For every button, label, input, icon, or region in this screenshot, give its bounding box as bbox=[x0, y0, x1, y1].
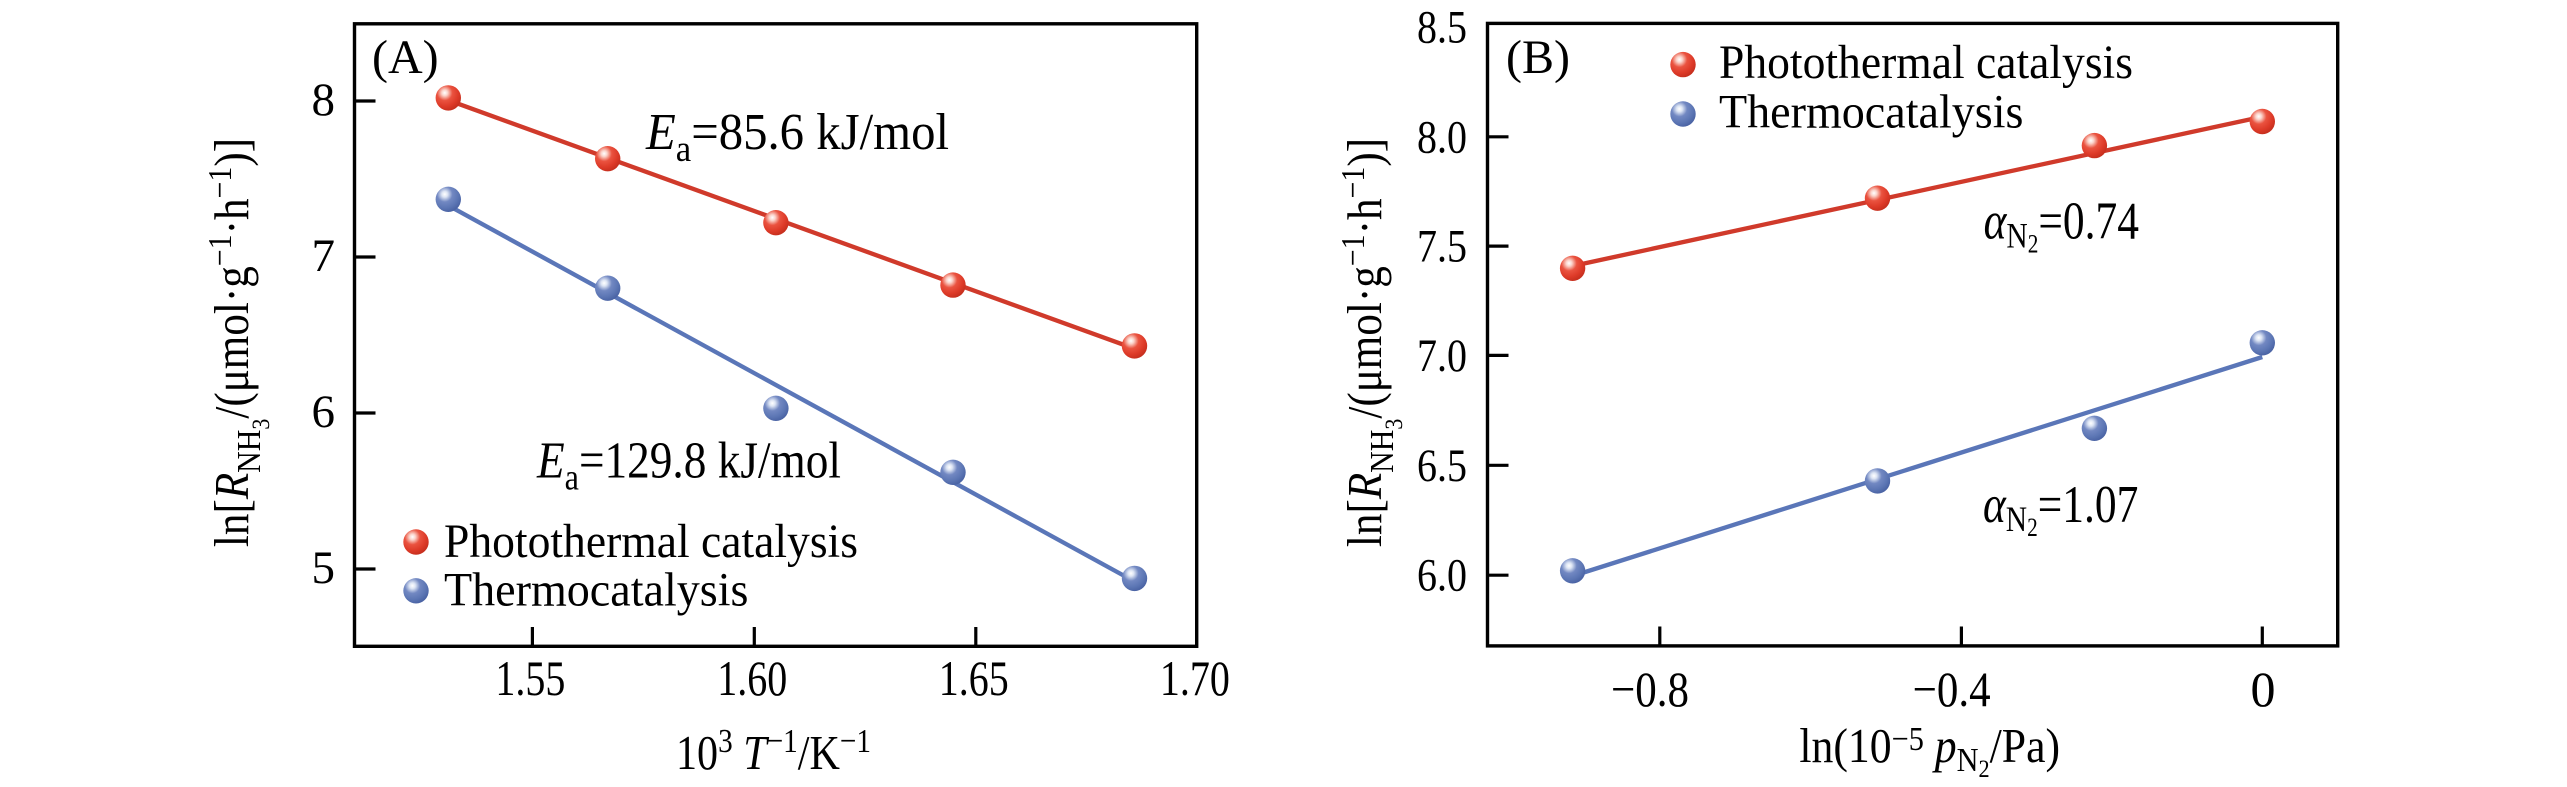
svg-text:Photothermal catalysis: Photothermal catalysis bbox=[1719, 36, 2133, 89]
svg-text:1.65: 1.65 bbox=[939, 650, 1009, 706]
svg-text:Photothermal catalysis: Photothermal catalysis bbox=[444, 515, 858, 568]
svg-text:103 T−1/K−1: 103 T−1/K−1 bbox=[676, 722, 871, 780]
svg-text:6: 6 bbox=[312, 386, 336, 438]
svg-text:0: 0 bbox=[2251, 661, 2276, 717]
svg-text:αN2=0.74: αN2=0.74 bbox=[1984, 193, 2139, 259]
svg-text:Thermocatalysis: Thermocatalysis bbox=[1719, 86, 2023, 139]
svg-text:8.5: 8.5 bbox=[1417, 2, 1467, 54]
svg-text:ln(10−5 pN2/Pa): ln(10−5 pN2/Pa) bbox=[1799, 719, 2060, 783]
svg-text:1.55: 1.55 bbox=[495, 650, 565, 706]
svg-text:7.5: 7.5 bbox=[1417, 221, 1467, 273]
svg-text:8.0: 8.0 bbox=[1417, 111, 1467, 163]
svg-text:αN2=1.07: αN2=1.07 bbox=[1983, 476, 2138, 542]
svg-text:Thermocatalysis: Thermocatalysis bbox=[444, 564, 748, 617]
svg-text:6.0: 6.0 bbox=[1417, 550, 1467, 602]
svg-text:−0.8: −0.8 bbox=[1611, 661, 1689, 717]
svg-text:8: 8 bbox=[312, 74, 336, 126]
svg-text:6.5: 6.5 bbox=[1417, 440, 1467, 492]
svg-text:Ea=85.6 kJ/mol: Ea=85.6 kJ/mol bbox=[645, 103, 949, 170]
svg-text:7: 7 bbox=[312, 230, 336, 282]
svg-text:5: 5 bbox=[312, 542, 336, 594]
svg-text:(A): (A) bbox=[372, 31, 439, 84]
svg-text:7.0: 7.0 bbox=[1417, 330, 1467, 382]
svg-text:1.60: 1.60 bbox=[717, 650, 787, 706]
svg-text:(B): (B) bbox=[1506, 31, 1570, 84]
svg-text:−0.4: −0.4 bbox=[1913, 661, 1991, 717]
svg-text:1.70: 1.70 bbox=[1160, 650, 1230, 706]
svg-text:Ea=129.8 kJ/mol: Ea=129.8 kJ/mol bbox=[536, 432, 841, 498]
